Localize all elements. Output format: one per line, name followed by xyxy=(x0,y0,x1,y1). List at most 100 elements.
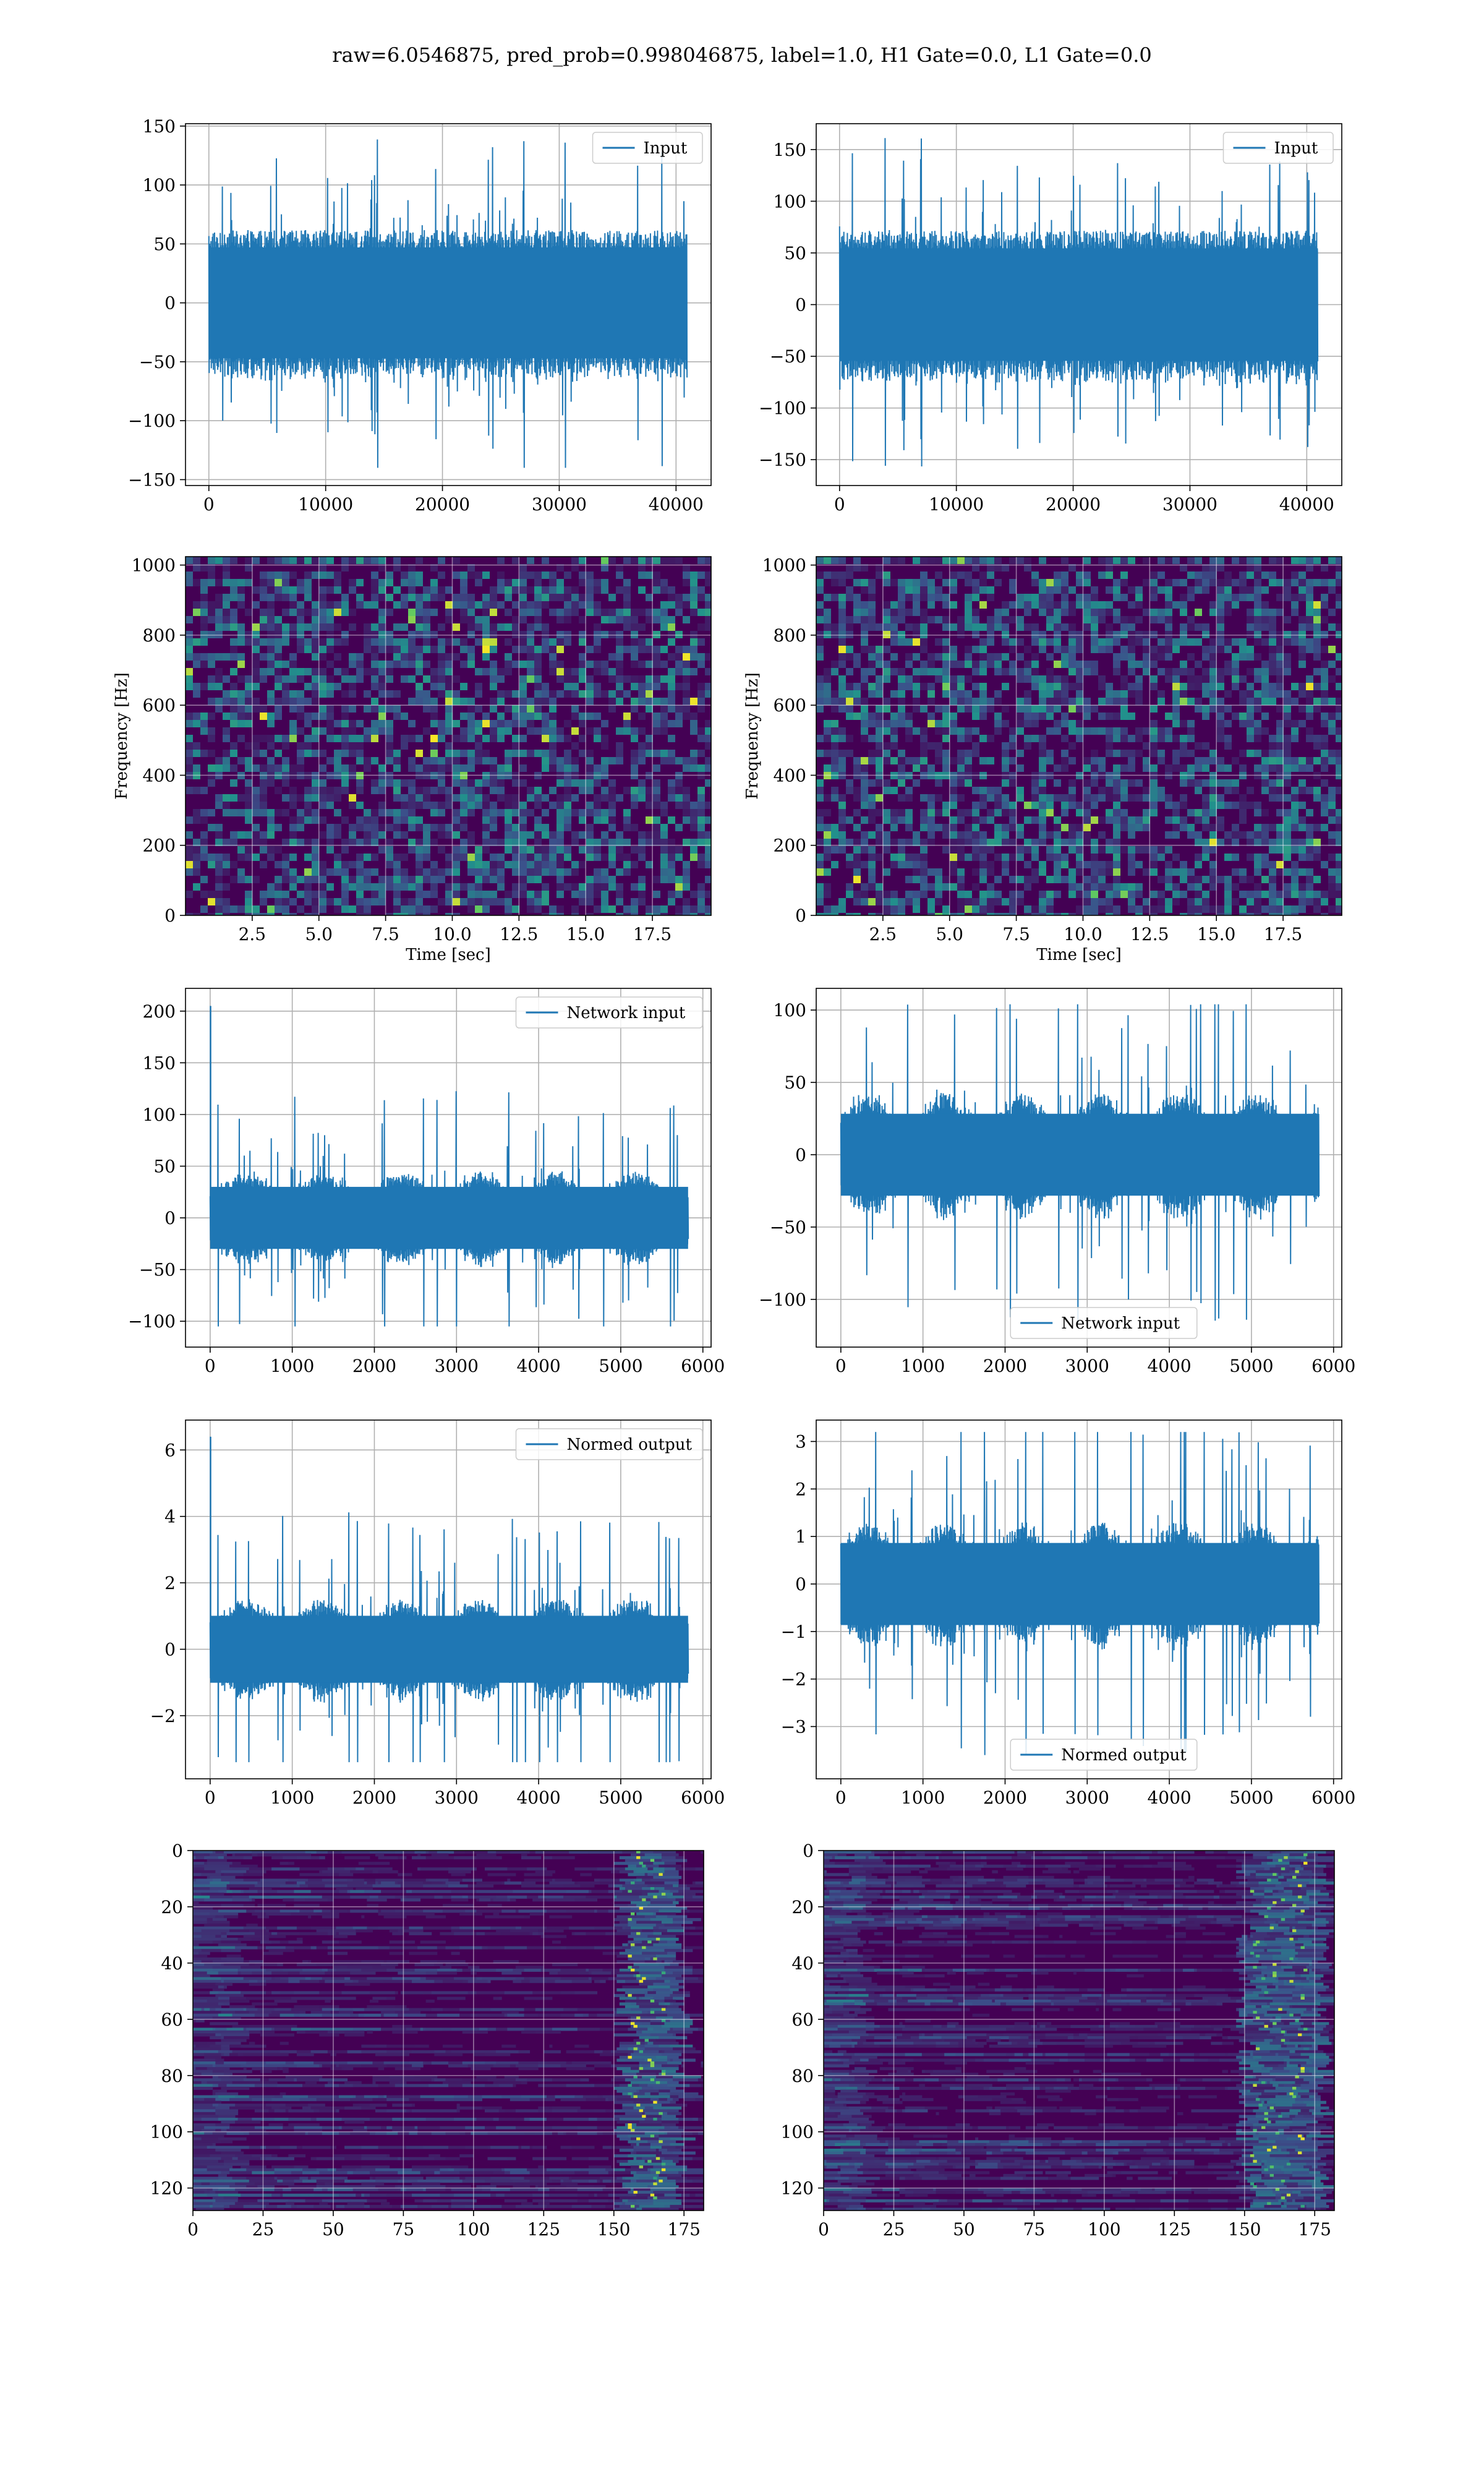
heatmap-cell xyxy=(1187,779,1195,787)
heatmap-cell xyxy=(1195,623,1202,631)
panel-input-h1: 0 10000 20000 30000 40000−150−100−5005010015… xyxy=(128,116,712,515)
heatmap-cell xyxy=(416,898,423,905)
heatmap-cell xyxy=(683,571,690,579)
heatmap-cell xyxy=(927,690,935,698)
heatmap-cell xyxy=(972,750,979,757)
heatmap-cell xyxy=(401,601,408,609)
heatmap-cell xyxy=(364,727,371,735)
heatmap-cell xyxy=(1187,594,1195,601)
heatmap-cell xyxy=(611,1870,620,1873)
heatmap-cell xyxy=(1276,735,1284,742)
heatmap-cell xyxy=(697,609,705,616)
heatmap-cell xyxy=(275,653,282,661)
heatmap-cell xyxy=(482,623,490,631)
heatmap-cell xyxy=(571,764,579,772)
heatmap-cell xyxy=(349,802,356,809)
heatmap-cell xyxy=(1195,816,1202,824)
heatmap-cell xyxy=(638,675,646,683)
heatmap-cell xyxy=(675,846,683,854)
heatmap-cell xyxy=(883,839,890,846)
heatmap-cell xyxy=(675,557,683,564)
heatmap-cell xyxy=(816,586,824,594)
heatmap-cell xyxy=(1321,698,1328,705)
heatmap-cell xyxy=(437,1851,454,1854)
heatmap-cell xyxy=(334,861,341,868)
heatmap-cell xyxy=(1046,668,1054,675)
heatmap-cell xyxy=(245,705,252,713)
heatmap-cell xyxy=(838,772,846,779)
heatmap-cell xyxy=(913,861,920,868)
heatmap-cell xyxy=(579,571,586,579)
heatmap-cell xyxy=(861,713,868,720)
heatmap-cell xyxy=(1298,720,1306,727)
heatmap-cell xyxy=(1172,579,1180,586)
x-tick-label: 5000 xyxy=(1229,1356,1273,1376)
heatmap-cell xyxy=(1120,675,1128,683)
heatmap-cell xyxy=(356,653,364,661)
heatmap-cell xyxy=(1039,601,1046,609)
heatmap-cell xyxy=(913,876,920,883)
heatmap-cell xyxy=(356,868,364,876)
heatmap-cell xyxy=(898,854,905,861)
heatmap-cell xyxy=(890,668,898,675)
heatmap-cell xyxy=(1002,720,1009,727)
heatmap-cell xyxy=(1009,809,1017,816)
heatmap-cell xyxy=(1135,594,1143,601)
heatmap-cell xyxy=(942,601,950,609)
heatmap-cell xyxy=(660,623,668,631)
heatmap-cell xyxy=(601,742,608,750)
heatmap-cell xyxy=(393,868,401,876)
heatmap-cell xyxy=(1217,713,1224,720)
heatmap-cell xyxy=(979,794,987,802)
heatmap-cell xyxy=(230,646,237,653)
heatmap-cell xyxy=(898,557,905,564)
heatmap-cell xyxy=(935,898,942,905)
heatmap-cell xyxy=(1224,594,1232,601)
heatmap-cell xyxy=(1031,802,1039,809)
heatmap-cell xyxy=(378,846,386,854)
heatmap-cell xyxy=(608,557,616,564)
heatmap-cell xyxy=(1336,579,1342,586)
heatmap-cell xyxy=(408,586,416,594)
heatmap-cell xyxy=(1002,757,1009,764)
heatmap-cell xyxy=(868,713,876,720)
heatmap-cell xyxy=(594,638,601,646)
heatmap-cell xyxy=(1061,609,1068,616)
heatmap-cell xyxy=(1313,846,1321,854)
heatmap-cell xyxy=(289,898,297,905)
heatmap-cell xyxy=(1031,594,1039,601)
heatmap-cell xyxy=(1261,571,1269,579)
heatmap-cell xyxy=(1143,609,1150,616)
heatmap-cell xyxy=(527,787,534,794)
heatmap-cell xyxy=(445,742,453,750)
heatmap-cell xyxy=(1209,846,1217,854)
heatmap-cell xyxy=(1002,601,1009,609)
heatmap-cell xyxy=(868,653,876,661)
heatmap-cell xyxy=(697,883,705,891)
heatmap-cell xyxy=(527,794,534,802)
heatmap-cell xyxy=(890,787,898,794)
heatmap-cell xyxy=(690,764,697,772)
heatmap-cell xyxy=(625,1887,642,1891)
heatmap-cell xyxy=(1195,698,1202,705)
heatmap-cell xyxy=(401,623,408,631)
heatmap-cell xyxy=(686,1884,704,1888)
heatmap-cell xyxy=(638,876,646,883)
heatmap-cell xyxy=(304,787,312,794)
heatmap-cell xyxy=(497,720,505,727)
heatmap-cell xyxy=(705,846,711,854)
heatmap-cell xyxy=(1321,802,1328,809)
heatmap-cell xyxy=(594,809,601,816)
heatmap-cell xyxy=(1180,631,1187,638)
heatmap-cell xyxy=(831,661,838,668)
heatmap-cell xyxy=(853,594,861,601)
heatmap-cell xyxy=(556,883,564,891)
heatmap-cell xyxy=(1009,586,1017,594)
heatmap-cell xyxy=(312,772,319,779)
heatmap-cell xyxy=(883,898,890,905)
heatmap-cell xyxy=(660,913,668,915)
heatmap-cell xyxy=(972,727,979,735)
heatmap-cell xyxy=(260,831,267,839)
heatmap-cell xyxy=(1232,601,1239,609)
heatmap-cell xyxy=(319,1856,325,1860)
